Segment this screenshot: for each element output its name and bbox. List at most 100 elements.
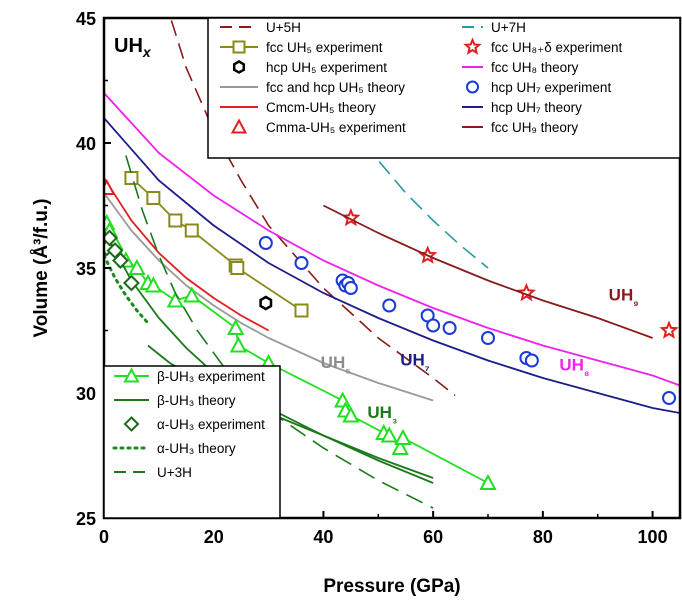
series-hcp-uh-experiment-9 xyxy=(258,236,677,405)
y-tick-label: 45 xyxy=(76,9,96,29)
annotation-uh8: UH₈ xyxy=(559,356,589,379)
series-fcc-uh-theory-8 xyxy=(104,92,680,387)
legend-label: U+7H xyxy=(491,20,526,35)
y-tick-label: 40 xyxy=(76,134,96,154)
legend-item-u-5h: U+5H xyxy=(220,20,301,35)
legend-backgrounds xyxy=(103,17,681,519)
legend-item-hcp-uh-experiment: hcp UH₇ experiment xyxy=(466,80,611,95)
legend-item-fcc-uh-theory: fcc UH₈ theory xyxy=(462,60,579,75)
data-point-uh-experiment-14 xyxy=(106,242,124,259)
data-point-fcc-uh-experiment-1 xyxy=(294,303,309,318)
legend-label: Cmma-UH₅ experiment xyxy=(266,120,406,135)
legend-label: fcc UH₈₊δ experiment xyxy=(491,40,623,55)
y-tick-label: 30 xyxy=(76,384,96,404)
data-point-uh-experiment-12 xyxy=(166,291,184,308)
data-point-uh-experiment-12 xyxy=(128,258,146,275)
data-point-hcp-uh-experiment-9 xyxy=(258,236,273,250)
legend-item-hcp-uh-experiment: hcp UH₅ experiment xyxy=(232,60,387,75)
data-point-hcp-uh-experiment-9 xyxy=(662,391,677,405)
data-point-fcc-uh-experiment-1 xyxy=(230,261,245,275)
legend-label: Cmcm-UH₅ theory xyxy=(266,100,376,115)
data-point-uh-experiment-12 xyxy=(144,276,163,293)
y-axis-label: Volume (Å³/f.u.) xyxy=(31,199,52,338)
legend-label: hcp UH₅ experiment xyxy=(266,60,387,75)
series-cmcm-uh-theory-4 xyxy=(104,177,270,332)
legend-label: U+3H xyxy=(157,465,192,480)
legend-item-fcc-uh-experiment: fcc UH₅ experiment xyxy=(220,40,383,55)
data-point-fcc-uh-experiment-1 xyxy=(124,171,139,185)
legend-item-u-7h: U+7H xyxy=(462,20,526,35)
y-tick-label: 25 xyxy=(76,509,96,529)
legend-item-fcc-uh-experiment: fcc UH₈₊δ experiment xyxy=(463,37,623,55)
data-point-uh-experiment-12 xyxy=(342,406,360,423)
legend-label: β-UH₃ theory xyxy=(157,393,236,408)
legend-item-fcc-uh-theory: fcc UH₉ theory xyxy=(462,120,578,135)
legend-label: α-UH₃ theory xyxy=(157,441,236,456)
legend-item-fcc-and-hcp-uh-theory: fcc and hcp UH₅ theory xyxy=(220,80,405,95)
annotation-uh7: UH₇ xyxy=(400,351,430,374)
series-fcc-uh-theory-11 xyxy=(322,204,653,339)
legend-label: fcc and hcp UH₅ theory xyxy=(266,80,405,95)
series-u-5h-0 xyxy=(169,18,456,397)
panel-label: UHx xyxy=(114,35,152,60)
data-point-fcc-uh-experiment-7 xyxy=(659,320,679,339)
legend-swatch-marker xyxy=(123,416,140,432)
annotation-uh9: UH₉ xyxy=(609,286,639,309)
data-point-uh-experiment-12 xyxy=(229,336,248,353)
legend-label: α-UH₃ experiment xyxy=(157,417,265,432)
x-tick-label: 100 xyxy=(638,527,668,547)
legend-swatch-marker xyxy=(232,40,246,54)
series-hcp-uh-theory-10 xyxy=(104,117,680,414)
x-tick-label: 40 xyxy=(313,527,333,547)
data-point-uh-experiment-12 xyxy=(380,426,398,443)
legend-item-u-3h: U+3H xyxy=(114,465,192,480)
y-tick-label: 35 xyxy=(76,259,96,279)
data-point-fcc-uh-experiment-1 xyxy=(184,223,199,238)
data-point-hcp-uh-experiment-9 xyxy=(481,331,495,345)
series-cmma-uh-experiment-5 xyxy=(104,178,116,195)
data-point-hcp-uh-experiment-9 xyxy=(382,298,397,313)
legend-label: fcc UH₈ theory xyxy=(491,60,579,75)
data-point-cmma-uh-experiment-5 xyxy=(104,178,116,195)
legend-swatch-marker xyxy=(232,60,246,74)
legend-item-cmcm-uh-theory: Cmcm-UH₅ theory xyxy=(220,100,376,115)
x-tick-label: 60 xyxy=(423,527,443,547)
series-line-hcp-uh-theory-10 xyxy=(104,117,680,414)
legend-label: hcp UH₇ theory xyxy=(491,100,582,115)
legend-label: U+5H xyxy=(266,20,301,35)
data-point-hcp-uh-experiment-9 xyxy=(343,281,358,295)
series-fcc-and-hcp-uh-theory-3 xyxy=(104,192,434,402)
legend-label: hcp UH₇ experiment xyxy=(491,80,611,95)
data-point-uh-experiment-12 xyxy=(479,473,497,490)
series-line-fcc-uh-theory-11 xyxy=(322,204,653,339)
data-point-fcc-uh-experiment-1 xyxy=(146,191,161,205)
series-uh-theory-15 xyxy=(104,254,150,325)
legend-item-cmma-uh-experiment: Cmma-UH₅ experiment xyxy=(230,118,406,135)
series-uh-experiment-12 xyxy=(104,213,497,490)
series-uh-experiment-14 xyxy=(104,229,140,292)
series-line-u-5h-0 xyxy=(169,18,456,397)
legend-box-top xyxy=(207,17,681,159)
annotation-uh5: UH₅ xyxy=(321,353,351,376)
data-point-uh-experiment-14 xyxy=(112,252,129,269)
series-line-cmcm-uh-theory-4 xyxy=(104,177,270,332)
data-point-uh-experiment-12 xyxy=(226,318,245,335)
series-hcp-uh-experiment-2 xyxy=(259,295,273,311)
data-point-uh-experiment-12 xyxy=(391,438,409,455)
series-line-fcc-uh-theory-8 xyxy=(104,92,680,387)
legend-swatch-marker xyxy=(463,37,482,55)
x-axis-label: Pressure (GPa) xyxy=(323,576,460,597)
x-tick-label: 80 xyxy=(533,527,553,547)
legend-item-hcp-uh-theory: hcp UH₇ theory xyxy=(462,100,582,115)
legend-label: fcc UH₅ experiment xyxy=(266,40,383,55)
data-point-uh-experiment-14 xyxy=(123,274,140,292)
data-point-hcp-uh-experiment-9 xyxy=(524,353,539,368)
legend-swatch-marker xyxy=(230,118,248,134)
series-line-uh-theory-15 xyxy=(104,254,150,325)
legend-label: fcc UH₉ theory xyxy=(491,120,578,135)
series-u-3h-16 xyxy=(125,155,434,509)
x-tick-label: 0 xyxy=(99,527,109,547)
data-point-hcp-uh-experiment-9 xyxy=(426,318,441,333)
series-fcc-uh-experiment-1 xyxy=(124,171,309,318)
legend-box-bottom xyxy=(103,365,281,519)
